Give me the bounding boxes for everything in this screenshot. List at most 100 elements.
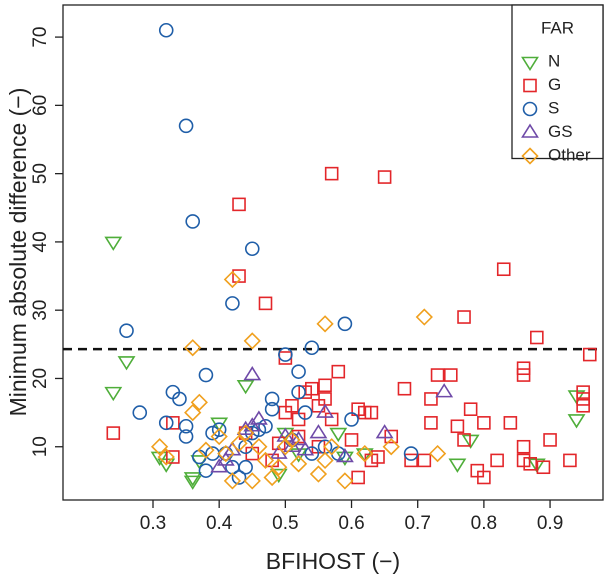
x-tick-label: 0.5	[272, 513, 298, 534]
point	[225, 296, 240, 311]
point	[316, 315, 334, 333]
point	[289, 430, 308, 446]
point	[356, 444, 374, 463]
point	[336, 472, 354, 490]
point	[230, 434, 248, 452]
point	[178, 118, 194, 134]
point	[377, 170, 392, 184]
x-tick-label: 0.4	[206, 513, 233, 534]
point	[158, 415, 174, 431]
y-tick-label: 10	[30, 436, 51, 457]
point	[289, 455, 308, 473]
point	[104, 386, 123, 402]
point	[183, 472, 202, 487]
point	[211, 422, 227, 437]
point	[435, 383, 454, 398]
point	[244, 425, 260, 441]
point	[382, 438, 400, 456]
legend-label: N	[548, 51, 560, 70]
point	[166, 450, 180, 464]
point	[323, 438, 341, 456]
point	[205, 425, 220, 441]
point	[232, 197, 246, 212]
point	[197, 441, 215, 459]
point	[158, 22, 174, 38]
point	[258, 418, 273, 434]
point	[567, 414, 586, 429]
point	[190, 393, 208, 411]
point	[178, 418, 194, 434]
point	[428, 444, 447, 463]
point	[278, 347, 293, 362]
point	[371, 450, 385, 464]
point	[403, 446, 419, 461]
point	[305, 381, 319, 396]
point	[543, 433, 557, 447]
x-tick-label: 0.6	[338, 513, 364, 534]
legend-label: GS	[548, 122, 573, 141]
point	[184, 339, 202, 357]
point	[523, 457, 538, 471]
point	[192, 449, 207, 465]
point	[217, 444, 235, 463]
point	[443, 368, 458, 382]
point	[106, 426, 121, 440]
point	[243, 366, 262, 381]
y-tick-label: 50	[30, 163, 51, 184]
point	[404, 453, 418, 468]
point	[450, 419, 465, 434]
point	[344, 433, 359, 447]
point	[516, 361, 531, 376]
point	[364, 405, 379, 420]
point	[185, 214, 201, 229]
point	[157, 448, 175, 466]
point	[150, 438, 169, 456]
x-tick-label: 0.8	[471, 513, 497, 534]
y-tick-label: 60	[30, 95, 51, 116]
point	[283, 431, 301, 449]
point	[243, 332, 261, 350]
legend-marker	[521, 123, 539, 138]
point	[216, 451, 235, 466]
point	[477, 416, 491, 430]
point	[232, 269, 246, 283]
point	[166, 416, 180, 430]
point	[291, 364, 306, 379]
point	[183, 475, 202, 490]
point	[198, 367, 214, 383]
point	[536, 460, 551, 475]
point	[256, 451, 275, 470]
point	[477, 470, 491, 485]
point	[304, 446, 320, 461]
point	[415, 308, 433, 326]
point	[198, 463, 214, 478]
point	[278, 351, 293, 365]
point	[264, 391, 280, 407]
y-tick-label: 70	[30, 27, 51, 48]
plot-frame	[62, 4, 604, 501]
point	[576, 392, 590, 406]
point	[316, 451, 334, 470]
legend-label: G	[548, 75, 561, 94]
point	[351, 470, 365, 485]
point	[223, 472, 242, 490]
point	[250, 438, 268, 456]
point	[117, 356, 136, 371]
point	[210, 458, 229, 473]
point	[178, 429, 194, 444]
x-tick-label: 0.7	[404, 513, 430, 534]
point	[430, 368, 445, 382]
point	[231, 470, 247, 485]
point	[244, 241, 260, 257]
point	[132, 405, 148, 420]
point	[297, 405, 313, 420]
point	[490, 453, 504, 468]
point	[324, 412, 339, 427]
point	[172, 391, 187, 407]
point	[344, 412, 359, 427]
x-tick-label: 0.3	[140, 513, 166, 534]
point	[243, 472, 261, 490]
legend-label: S	[548, 98, 559, 117]
y-tick-label: 40	[30, 231, 51, 252]
